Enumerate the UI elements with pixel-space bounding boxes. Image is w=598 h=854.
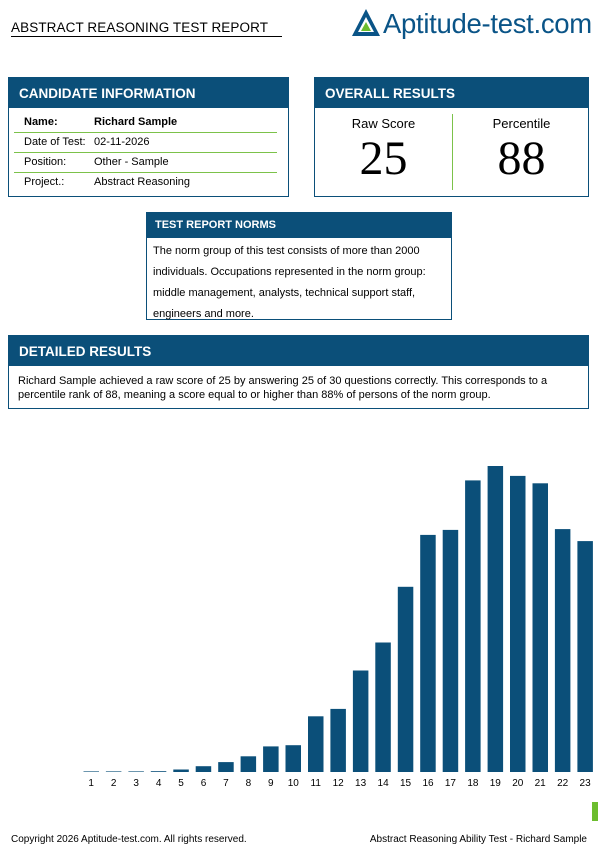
score-distribution-chart: 1234567891011121314151617181920212223242… — [83, 466, 598, 821]
norms-heading: TEST REPORT NORMS — [147, 213, 451, 238]
overall-results-heading: OVERALL RESULTS — [315, 78, 588, 108]
bar — [173, 769, 189, 772]
percentile-label: Percentile — [492, 116, 551, 131]
triangle-logo-icon — [352, 9, 380, 36]
bar — [195, 766, 212, 772]
bar — [218, 762, 234, 772]
info-label: Position: — [24, 156, 67, 168]
bar — [420, 534, 436, 772]
detailed-results-text: Richard Sample achieved a raw score of 2… — [18, 375, 548, 401]
info-value: Other - Sample — [94, 156, 169, 168]
tick-label: 4 — [156, 778, 162, 789]
tick-label: 22 — [557, 778, 569, 789]
tick-label: 7 — [223, 778, 229, 789]
overall-results-panel: OVERALL RESULTS Raw Score 25 Percentile … — [314, 77, 589, 197]
tick-label: 8 — [246, 778, 252, 789]
bar — [465, 480, 481, 772]
candidate-information-heading: CANDIDATE INFORMATION — [9, 78, 288, 108]
bar — [285, 745, 301, 772]
bar — [150, 771, 167, 772]
bar — [240, 756, 257, 772]
info-label: Date of Test: — [24, 136, 86, 148]
info-value: 02-11-2026 — [94, 136, 150, 148]
tick-label: 17 — [445, 778, 457, 789]
tick-label: 19 — [490, 778, 502, 789]
bar — [308, 716, 324, 772]
bar — [397, 586, 414, 772]
bar — [105, 771, 122, 772]
tick-label: 10 — [288, 778, 300, 789]
info-value: Richard Sample — [94, 116, 178, 128]
detailed-results-panel: DETAILED RESULTS Richard Sample achieved… — [8, 335, 589, 409]
candidate-information-panel: CANDIDATE INFORMATION Name: Richard Samp… — [8, 77, 289, 197]
tick-label: 1 — [88, 778, 94, 789]
raw-score-block: Raw Score 25 — [315, 116, 452, 185]
tick-label: 2 — [111, 778, 117, 789]
bar — [375, 642, 391, 772]
logo-text: Aptitude-test.com — [383, 8, 592, 39]
report-title: ABSTRACT REASONING TEST REPORT — [11, 20, 283, 37]
tick-label: 18 — [467, 778, 479, 789]
info-label: Project.: — [24, 176, 65, 188]
bar — [554, 529, 571, 772]
detailed-results-heading: DETAILED RESULTS — [9, 336, 588, 366]
tick-label: 21 — [535, 778, 547, 789]
percentile-block: Percentile 88 — [453, 116, 590, 185]
tick-label: 14 — [378, 778, 390, 789]
info-row-name: Name: Richard Sample — [14, 113, 277, 133]
bar — [510, 475, 526, 772]
tick-label: 5 — [178, 778, 184, 789]
tick-label: 11 — [311, 778, 322, 789]
percentile-value: 88 — [497, 132, 546, 185]
tick-label: 23 — [580, 778, 592, 789]
bar — [263, 746, 279, 772]
bar — [577, 541, 593, 772]
footer-report-name: Abstract Reasoning Ability Test - Richar… — [369, 834, 587, 845]
tick-label: 6 — [201, 778, 207, 789]
raw-score-label: Raw Score — [351, 116, 416, 131]
raw-score-value: 25 — [359, 132, 408, 185]
tick-label: 20 — [512, 778, 524, 789]
candidate-callout — [592, 802, 598, 821]
bar — [352, 670, 369, 772]
footer-copyright: Copyright 2026 Aptitude-test.com. All ri… — [11, 834, 247, 845]
info-row-project: Project.: Abstract Reasoning — [14, 173, 277, 193]
bar — [330, 708, 346, 772]
info-row-position: Position: Other - Sample — [14, 153, 277, 173]
bar — [442, 529, 459, 772]
info-label: Name: — [24, 116, 58, 128]
norms-text: The norm group of this test consists of … — [153, 245, 426, 320]
bar — [83, 771, 99, 772]
info-value: Abstract Reasoning — [94, 176, 190, 188]
tick-label: 3 — [133, 778, 139, 789]
test-report-norms-panel: TEST REPORT NORMS The norm group of this… — [146, 212, 452, 320]
bar — [128, 771, 144, 772]
tick-label: 15 — [400, 778, 412, 789]
tick-label: 16 — [422, 778, 434, 789]
tick-label: 12 — [333, 778, 345, 789]
brand-logo[interactable]: Aptitude-test.com — [351, 8, 592, 42]
candidate-info-table: Name: Richard Sample Date of Test: 02-11… — [14, 113, 277, 193]
tick-label: 13 — [355, 778, 367, 789]
tick-label: 9 — [268, 778, 274, 789]
bar — [487, 466, 504, 772]
info-row-date: Date of Test: 02-11-2026 — [14, 133, 277, 153]
score-divider — [452, 114, 453, 190]
bar — [532, 483, 548, 772]
